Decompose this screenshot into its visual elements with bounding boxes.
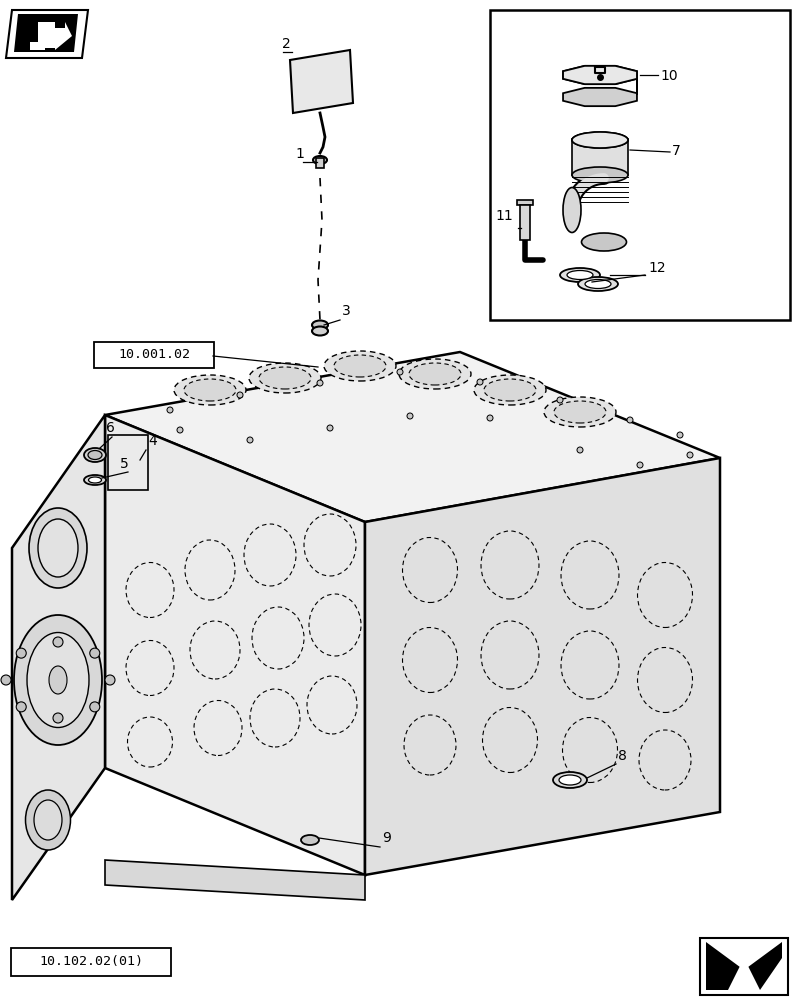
Ellipse shape — [313, 156, 327, 164]
Ellipse shape — [184, 379, 236, 401]
Circle shape — [397, 369, 403, 375]
Ellipse shape — [27, 633, 89, 728]
Text: 12: 12 — [648, 261, 666, 275]
Text: 10.001.02: 10.001.02 — [118, 349, 190, 361]
Circle shape — [557, 397, 563, 403]
Circle shape — [105, 675, 115, 685]
Text: 3: 3 — [342, 304, 350, 318]
Ellipse shape — [567, 270, 593, 279]
Ellipse shape — [174, 375, 246, 405]
Ellipse shape — [559, 775, 581, 785]
Text: 6: 6 — [106, 421, 115, 435]
Ellipse shape — [84, 448, 106, 462]
Polygon shape — [12, 415, 105, 900]
Ellipse shape — [84, 475, 106, 485]
Ellipse shape — [49, 666, 67, 694]
Ellipse shape — [563, 188, 581, 232]
Text: 10.102.02(01): 10.102.02(01) — [39, 956, 143, 968]
Ellipse shape — [544, 397, 616, 427]
Polygon shape — [365, 458, 720, 875]
Ellipse shape — [474, 375, 546, 405]
Circle shape — [16, 648, 26, 658]
Ellipse shape — [312, 326, 328, 336]
Text: 11: 11 — [495, 209, 513, 223]
Ellipse shape — [554, 401, 606, 423]
Text: 4: 4 — [148, 434, 157, 448]
Ellipse shape — [553, 772, 587, 788]
Ellipse shape — [334, 355, 386, 377]
Text: 1: 1 — [295, 147, 304, 161]
FancyBboxPatch shape — [94, 342, 214, 368]
Polygon shape — [105, 860, 365, 900]
Ellipse shape — [582, 233, 626, 251]
Polygon shape — [706, 942, 782, 970]
Ellipse shape — [399, 359, 471, 389]
Ellipse shape — [572, 132, 628, 148]
Circle shape — [53, 713, 63, 723]
Bar — [490, 10, 790, 320]
Ellipse shape — [26, 790, 70, 850]
Circle shape — [407, 413, 413, 419]
Ellipse shape — [89, 477, 102, 483]
Text: 8: 8 — [618, 749, 627, 763]
Ellipse shape — [572, 132, 628, 148]
Ellipse shape — [14, 615, 102, 745]
Circle shape — [577, 447, 583, 453]
Ellipse shape — [409, 363, 461, 385]
Ellipse shape — [560, 268, 600, 282]
Circle shape — [677, 432, 683, 438]
Circle shape — [16, 702, 26, 712]
Circle shape — [327, 425, 333, 431]
Circle shape — [637, 462, 643, 468]
Text: 10: 10 — [660, 69, 678, 83]
Circle shape — [247, 437, 253, 443]
Text: 9: 9 — [382, 831, 391, 845]
Ellipse shape — [585, 279, 611, 288]
Ellipse shape — [312, 320, 328, 330]
Circle shape — [177, 427, 183, 433]
Ellipse shape — [578, 277, 618, 291]
Polygon shape — [14, 14, 78, 52]
Bar — [316, 158, 324, 168]
Polygon shape — [706, 958, 782, 990]
Ellipse shape — [29, 508, 87, 588]
Polygon shape — [706, 942, 782, 990]
Circle shape — [90, 702, 100, 712]
Polygon shape — [290, 50, 353, 113]
Text: 2: 2 — [282, 37, 290, 51]
Polygon shape — [30, 22, 72, 50]
Circle shape — [687, 452, 693, 458]
Ellipse shape — [259, 367, 311, 389]
Text: 7: 7 — [672, 144, 681, 158]
FancyBboxPatch shape — [11, 948, 171, 976]
Ellipse shape — [88, 450, 102, 460]
Ellipse shape — [34, 800, 62, 840]
Polygon shape — [105, 352, 720, 522]
Circle shape — [237, 392, 243, 398]
Bar — [572, 139, 628, 175]
Ellipse shape — [301, 835, 319, 845]
Text: 5: 5 — [120, 457, 129, 471]
Polygon shape — [563, 66, 637, 84]
Polygon shape — [105, 415, 365, 875]
Circle shape — [53, 637, 63, 647]
Circle shape — [477, 379, 483, 385]
Circle shape — [627, 417, 633, 423]
Bar — [520, 205, 530, 240]
Circle shape — [487, 415, 493, 421]
Ellipse shape — [484, 379, 536, 401]
Circle shape — [1, 675, 11, 685]
Bar — [517, 200, 533, 205]
Circle shape — [317, 380, 323, 386]
Circle shape — [90, 648, 100, 658]
Ellipse shape — [249, 363, 321, 393]
Circle shape — [167, 407, 173, 413]
Ellipse shape — [324, 351, 396, 381]
Ellipse shape — [572, 167, 628, 183]
Polygon shape — [563, 66, 637, 106]
Ellipse shape — [38, 519, 78, 577]
